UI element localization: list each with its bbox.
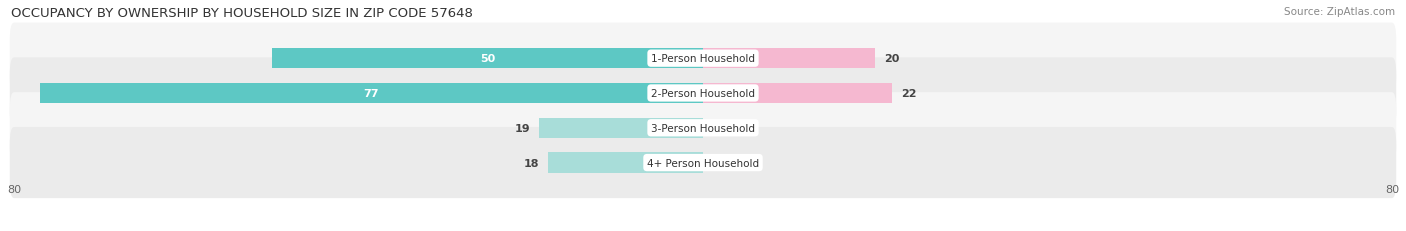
Text: 0: 0 xyxy=(711,158,720,168)
Text: 1-Person Household: 1-Person Household xyxy=(651,54,755,64)
FancyBboxPatch shape xyxy=(10,93,1396,164)
Text: 20: 20 xyxy=(884,54,900,64)
Bar xyxy=(703,84,893,103)
Text: 2-Person Household: 2-Person Household xyxy=(651,88,755,99)
Bar xyxy=(548,153,703,173)
Bar xyxy=(540,118,703,138)
FancyBboxPatch shape xyxy=(10,24,1396,94)
FancyBboxPatch shape xyxy=(10,58,1396,129)
Bar xyxy=(273,49,703,69)
Text: 22: 22 xyxy=(901,88,917,99)
Text: 0: 0 xyxy=(711,123,720,133)
Text: 19: 19 xyxy=(515,123,531,133)
FancyBboxPatch shape xyxy=(10,128,1396,198)
Bar xyxy=(703,49,875,69)
Bar xyxy=(39,84,703,103)
Text: OCCUPANCY BY OWNERSHIP BY HOUSEHOLD SIZE IN ZIP CODE 57648: OCCUPANCY BY OWNERSHIP BY HOUSEHOLD SIZE… xyxy=(11,7,474,20)
Text: 18: 18 xyxy=(524,158,540,168)
Text: 50: 50 xyxy=(479,54,495,64)
Text: Source: ZipAtlas.com: Source: ZipAtlas.com xyxy=(1284,7,1395,17)
Text: 3-Person Household: 3-Person Household xyxy=(651,123,755,133)
Text: 77: 77 xyxy=(364,88,380,99)
Text: 4+ Person Household: 4+ Person Household xyxy=(647,158,759,168)
